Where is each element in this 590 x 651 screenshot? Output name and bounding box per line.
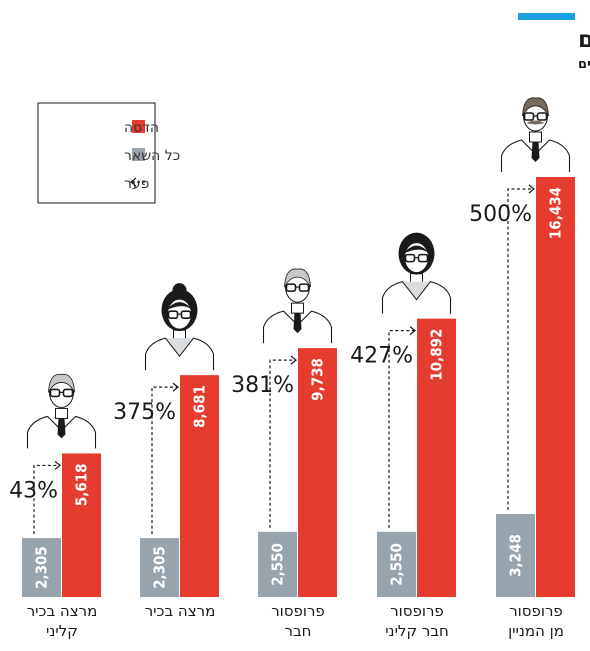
value-label-others: 3,248 xyxy=(507,534,525,577)
gap-arrowhead-icon xyxy=(528,184,535,194)
category-label: מן המניין xyxy=(508,622,564,640)
gap-arrow xyxy=(269,359,296,528)
category-label: קליני xyxy=(46,622,78,640)
category-labels-layer: מרצה בכיר קליני מרצה בכיר פרופסור חבר פרופסור… xyxy=(27,602,564,640)
legend-label-gap: פער xyxy=(124,176,149,192)
doctor-avatar-icon xyxy=(144,283,215,371)
value-label-others: 2,305 xyxy=(151,546,169,589)
gap-arrowhead-icon xyxy=(290,355,297,365)
gap-label: 381% xyxy=(231,373,294,398)
gap-arrow xyxy=(388,330,415,528)
gap-label: 43% xyxy=(9,478,58,503)
gap-arrow xyxy=(507,188,534,510)
bar-hadassah xyxy=(536,177,575,597)
avatars-layer xyxy=(26,97,571,449)
doctor-avatar-icon xyxy=(381,232,452,314)
category-label: פרופסור xyxy=(271,602,325,620)
legend-box xyxy=(37,102,156,204)
legend: הדסה כל השאר פער xyxy=(37,102,180,204)
value-label-hadassah: 16,434 xyxy=(547,187,565,239)
legend-label-others: כל השאר xyxy=(124,148,180,164)
bars-layer: 2,305 5,618 43% 2,305 8,681 375% 2,550 9,738 381… xyxy=(9,177,575,597)
doctor-avatar-icon xyxy=(262,268,333,344)
bar-others xyxy=(377,531,416,597)
category-label: חבר xyxy=(285,622,312,640)
gap-label: 375% xyxy=(113,400,176,425)
value-label-hadassah: 5,618 xyxy=(73,463,91,506)
gap-arrowhead-icon xyxy=(172,382,179,392)
accent-bar xyxy=(518,13,575,20)
gap-arrowhead-icon xyxy=(54,460,61,470)
value-label-others: 2,550 xyxy=(269,543,287,586)
gap-label: 427% xyxy=(350,344,413,369)
legend-swatch-others xyxy=(132,148,145,161)
gap-arrow xyxy=(33,464,60,535)
bar-others xyxy=(258,531,297,597)
category-label: פרופסור xyxy=(390,602,444,620)
value-label-others: 2,305 xyxy=(33,546,51,589)
value-label-hadassah: 8,681 xyxy=(191,385,209,428)
category-label: פרופסור xyxy=(509,602,563,620)
chart-subtitle: פערי תוספת השכר בין רופאי הדסה לבין רופא… xyxy=(578,57,590,72)
bar-others xyxy=(140,538,179,597)
legend-gap-arrow-icon xyxy=(130,177,145,187)
bar-hadassah xyxy=(298,348,337,597)
bar-others xyxy=(22,538,61,597)
bar-others xyxy=(496,513,535,597)
doctor-avatar-icon xyxy=(500,97,571,172)
category-label: מרצה בכיר xyxy=(145,602,216,620)
category-label: מרצה בכיר xyxy=(27,602,98,620)
legend-swatch-hadassah xyxy=(132,120,145,133)
bar-hadassah xyxy=(62,453,101,597)
value-label-others: 2,550 xyxy=(388,543,406,586)
chart-title: רופאי הדסה עושים אוניברסיטה לשאר הרופאים xyxy=(578,27,590,53)
gap-arrowhead-icon xyxy=(409,326,416,336)
gap-label: 500% xyxy=(469,202,532,227)
bar-hadassah xyxy=(417,318,456,597)
category-label: חבר קליני xyxy=(385,622,449,640)
bar-hadassah xyxy=(180,375,219,597)
legend-label-hadassah: הדסה xyxy=(124,120,159,136)
value-label-hadassah: 10,892 xyxy=(428,329,446,381)
value-label-hadassah: 9,738 xyxy=(309,358,327,401)
doctor-avatar-icon xyxy=(26,373,97,449)
